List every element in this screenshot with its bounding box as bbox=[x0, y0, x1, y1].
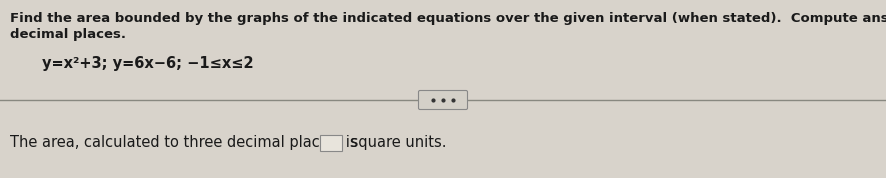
FancyBboxPatch shape bbox=[320, 135, 342, 151]
Text: y=x²+3; y=6x−6; −1≤x≤2: y=x²+3; y=6x−6; −1≤x≤2 bbox=[42, 56, 253, 71]
Text: Find the area bounded by the graphs of the indicated equations over the given in: Find the area bounded by the graphs of t… bbox=[10, 12, 886, 25]
Text: square units.: square units. bbox=[346, 135, 447, 151]
Text: The area, calculated to three decimal places, is: The area, calculated to three decimal pl… bbox=[10, 135, 362, 151]
FancyBboxPatch shape bbox=[418, 90, 468, 109]
Text: decimal places.: decimal places. bbox=[10, 28, 126, 41]
